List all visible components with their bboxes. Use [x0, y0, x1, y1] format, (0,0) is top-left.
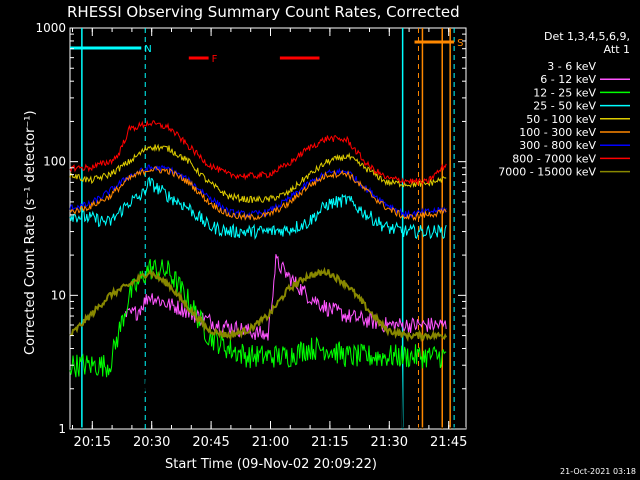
y-tick-label: 100 [43, 155, 66, 169]
y-tick-label: 10 [51, 288, 66, 302]
legend-label: 800 - 7000 keV [512, 152, 596, 165]
flags-layer: N F S [70, 38, 463, 65]
legend-label: 100 - 300 keV [519, 126, 596, 139]
plot-area: NFS 20:15 20:30 20:45 21:00 21:15 21:30 21:45 … [35, 21, 467, 450]
series-layer [69, 119, 466, 429]
legend-label: 300 - 800 keV [519, 139, 596, 152]
x-tick-label: 21:00 [252, 435, 289, 450]
series-line-8 [69, 266, 448, 343]
flag-label: S [457, 38, 463, 49]
legend-label: 50 - 100 keV [526, 113, 596, 126]
legend-label: 25 - 50 keV [533, 100, 596, 113]
y-tick-label: 1000 [35, 21, 66, 35]
plot-frame [69, 27, 467, 430]
generation-timestamp: 21-Oct-2021 03:18 [560, 467, 636, 476]
flag-label: F [212, 54, 218, 65]
series-line-5 [69, 166, 447, 222]
series-line-0 [70, 342, 466, 429]
legend-label: 3 - 6 keV [547, 60, 596, 73]
series-line-1 [124, 254, 447, 341]
series-line-3 [69, 176, 447, 240]
series-line-7 [69, 119, 447, 185]
legend-label: 6 - 12 keV [540, 73, 596, 86]
x-tick-label: 20:15 [74, 435, 111, 450]
x-tick-label: 21:45 [430, 435, 467, 450]
y-axis-label: Corrected Count Rate (s⁻¹ detector⁻¹) [23, 110, 38, 355]
legend-header-line-2: Att 1 [604, 43, 630, 56]
y-axis-ticks: 1 10 100 1000 [35, 21, 466, 436]
legend-label: 7000 - 15000 keV [498, 166, 596, 179]
legend-label: 12 - 25 keV [533, 86, 596, 99]
x-tick-label: 20:30 [133, 435, 170, 450]
flag-label: N [144, 44, 151, 55]
x-tick-label: 20:45 [192, 435, 229, 450]
legend-header-line-1: Det 1,3,4,5,6,9, [544, 30, 630, 43]
x-tick-label: 21:15 [311, 435, 348, 450]
x-tick-label: 21:30 [371, 435, 408, 450]
x-axis-ticks: 20:15 20:30 20:45 21:00 21:15 21:30 21:45 [71, 28, 467, 450]
chart-title: RHESSI Observing Summary Count Rates, Co… [67, 3, 460, 21]
x-axis-label: Start Time (09-Nov-02 20:09:22) [165, 457, 377, 472]
y-tick-label: 1 [58, 422, 66, 436]
series-line-2 [69, 258, 447, 378]
series-line-6 [69, 164, 447, 219]
series-line-4 [69, 143, 447, 204]
